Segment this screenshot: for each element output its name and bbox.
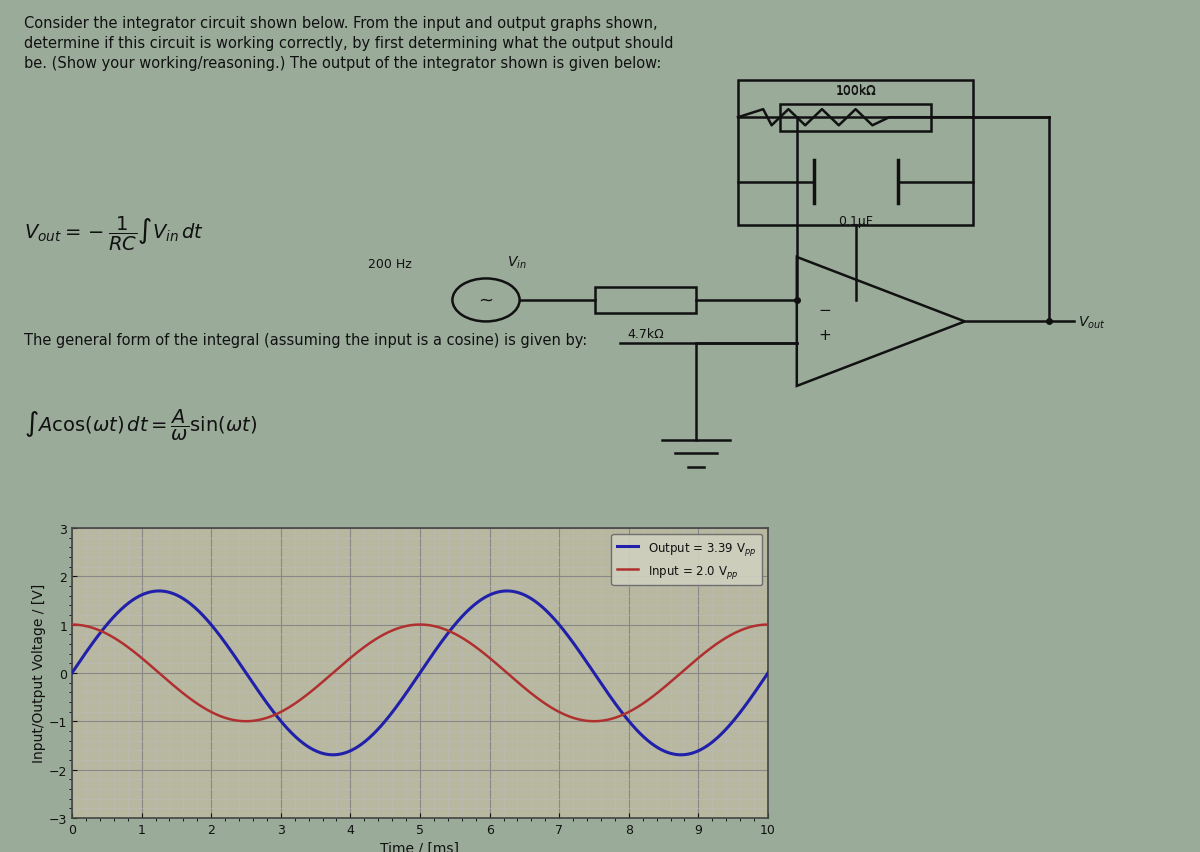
Text: 100kΩ: 100kΩ bbox=[835, 83, 876, 96]
Bar bbox=[780, 105, 931, 131]
Text: $V_{out} = -\dfrac{1}{RC}\int V_{in}\,dt$: $V_{out} = -\dfrac{1}{RC}\int V_{in}\,dt… bbox=[24, 215, 204, 253]
Text: $V_{in}$: $V_{in}$ bbox=[508, 255, 527, 271]
Text: 0.1µF: 0.1µF bbox=[838, 215, 874, 227]
Y-axis label: Input/Output Voltage / [V]: Input/Output Voltage / [V] bbox=[32, 584, 46, 763]
Text: $\int A\cos(\omega t)\,dt = \dfrac{A}{\omega}\sin(\omega t)$: $\int A\cos(\omega t)\,dt = \dfrac{A}{\o… bbox=[24, 408, 257, 443]
Legend: Output = 3.39 V$_{pp}$, Input = 2.0 V$_{pp}$: Output = 3.39 V$_{pp}$, Input = 2.0 V$_{… bbox=[611, 534, 762, 586]
X-axis label: Time / [ms]: Time / [ms] bbox=[380, 841, 460, 852]
Text: 4.7kΩ: 4.7kΩ bbox=[628, 327, 664, 341]
Bar bbox=[595, 287, 696, 314]
Bar bbox=[738, 81, 973, 226]
Text: $-$: $-$ bbox=[818, 301, 830, 316]
Text: 200 Hz: 200 Hz bbox=[368, 258, 412, 271]
Text: ~: ~ bbox=[479, 291, 493, 309]
Text: $V_{out}$: $V_{out}$ bbox=[1079, 314, 1106, 331]
Text: The general form of the integral (assuming the input is a cosine) is given by:: The general form of the integral (assumi… bbox=[24, 333, 587, 348]
Text: Consider the integrator circuit shown below. From the input and output graphs sh: Consider the integrator circuit shown be… bbox=[24, 16, 673, 71]
Text: $+$: $+$ bbox=[818, 328, 830, 343]
Text: 100kΩ: 100kΩ bbox=[835, 84, 876, 98]
